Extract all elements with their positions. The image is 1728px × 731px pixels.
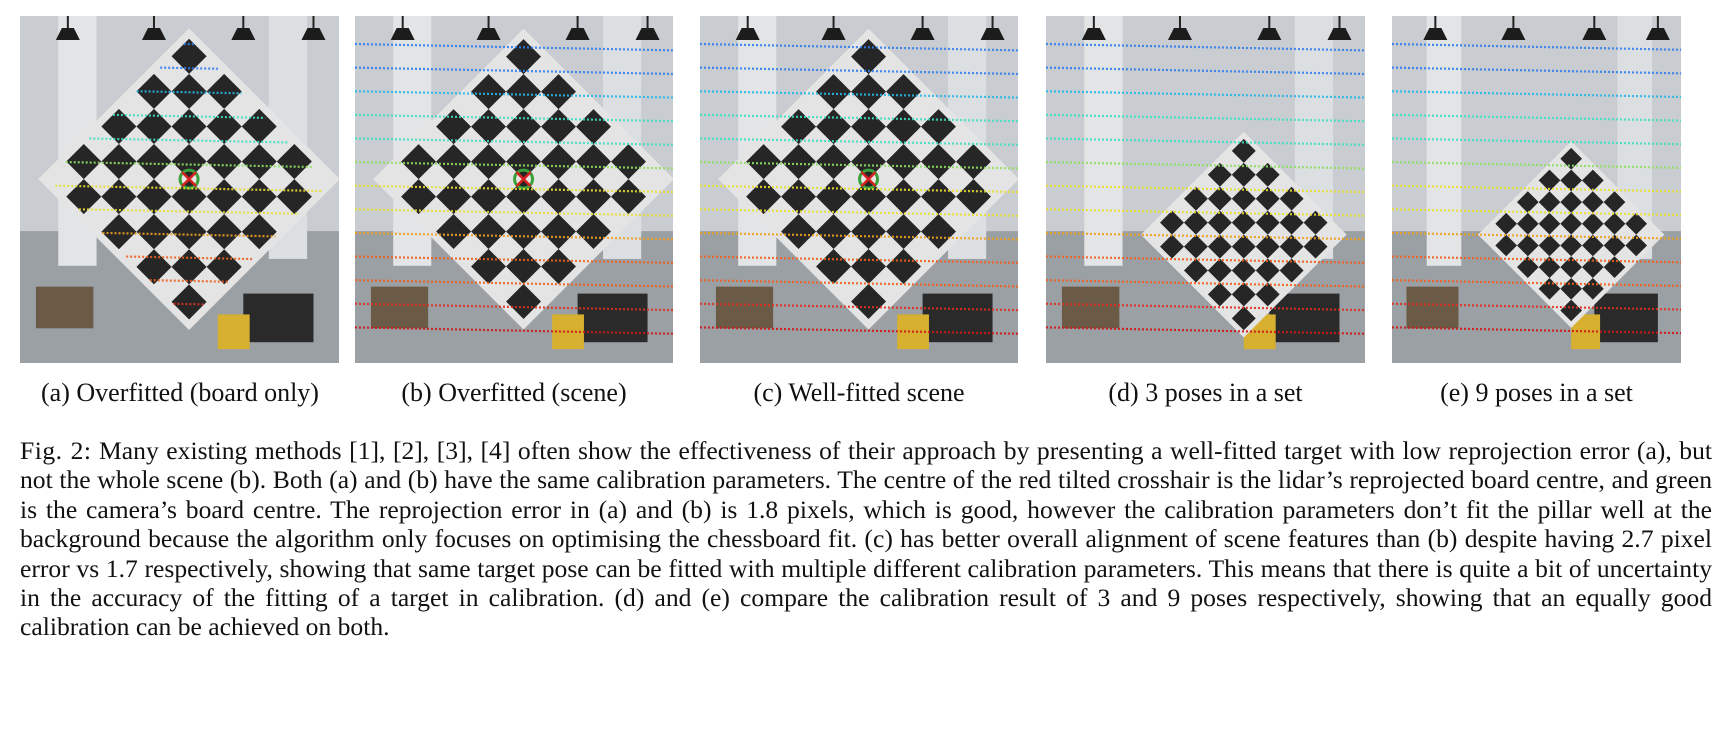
caption-text: Many existing methods [1], [2], [3], [4]…: [20, 436, 1712, 642]
photo-e: [1392, 16, 1681, 363]
photo-c: [700, 16, 1018, 363]
figure-caption: Fig. 2: Many existing methods [1], [2], …: [20, 436, 1712, 642]
photo-a: [20, 16, 339, 363]
subfigure-b-image: [355, 16, 673, 363]
photo-b: [355, 16, 673, 363]
subfigure-d-label: (d) 3 poses in a set: [1108, 378, 1303, 407]
subfigure-d-image: [1046, 16, 1365, 363]
subfigure-a-image: [20, 16, 339, 363]
subfigure-b-label: (b) Overfitted (scene): [401, 378, 627, 407]
subfigure-a-label: (a) Overfitted (board only): [41, 378, 319, 407]
subfigure-c-image: [700, 16, 1018, 363]
figure-label: Fig. 2:: [20, 436, 92, 465]
subfigure-e-image: [1392, 16, 1681, 363]
subfigure-c-label: (c) Well-fitted scene: [753, 378, 965, 407]
subfigure-e-label: (e) 9 poses in a set: [1440, 378, 1633, 407]
subfigure-row: (a) Overfitted (board only) (b) Overfitt…: [20, 16, 1681, 407]
photo-d: [1046, 16, 1365, 363]
